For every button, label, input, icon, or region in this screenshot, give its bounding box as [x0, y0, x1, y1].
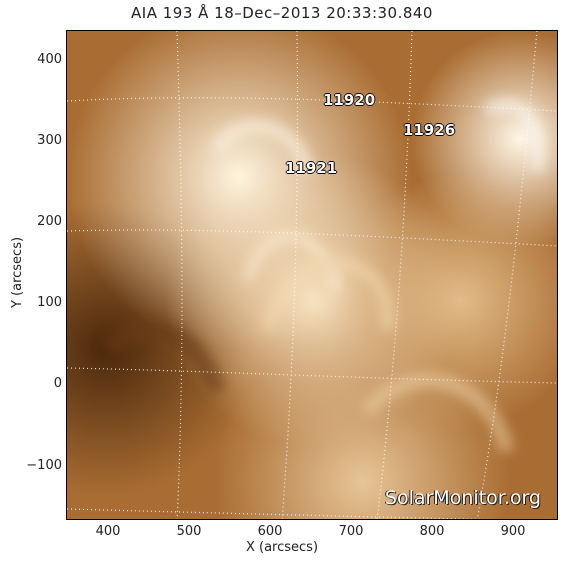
- image-title: AIA 193 Å 18–Dec–2013 20:33:30.840: [131, 4, 433, 22]
- x-tick-label: 800: [419, 524, 445, 539]
- x-tick-label: 600: [257, 524, 283, 539]
- active-region-label: 11926: [403, 121, 456, 139]
- coronal-loops: [100, 98, 545, 453]
- y-tick-label: 100: [37, 295, 62, 310]
- watermark-logo: SolarMonitor.org: [384, 487, 541, 509]
- x-tick-label: 500: [176, 524, 202, 539]
- heliographic-grid: [67, 31, 557, 519]
- x-tick-label: 700: [338, 524, 364, 539]
- sun-corona-image: [67, 31, 557, 519]
- solar-image-panel: 11920 11926 11921 SolarMonitor.org: [66, 30, 558, 520]
- y-tick-label: 0: [53, 376, 62, 391]
- active-region-label: 11921: [285, 159, 338, 177]
- x-tick-label: 900: [500, 524, 526, 539]
- y-tick-label: 300: [37, 133, 62, 148]
- y-tick-label: 200: [37, 214, 62, 229]
- active-region-label: 11920: [323, 91, 376, 109]
- x-tick-label: 400: [95, 524, 121, 539]
- y-tick-label: 400: [37, 52, 62, 67]
- y-tick-label: −100: [26, 458, 62, 473]
- x-axis-label: X (arcsecs): [245, 540, 319, 555]
